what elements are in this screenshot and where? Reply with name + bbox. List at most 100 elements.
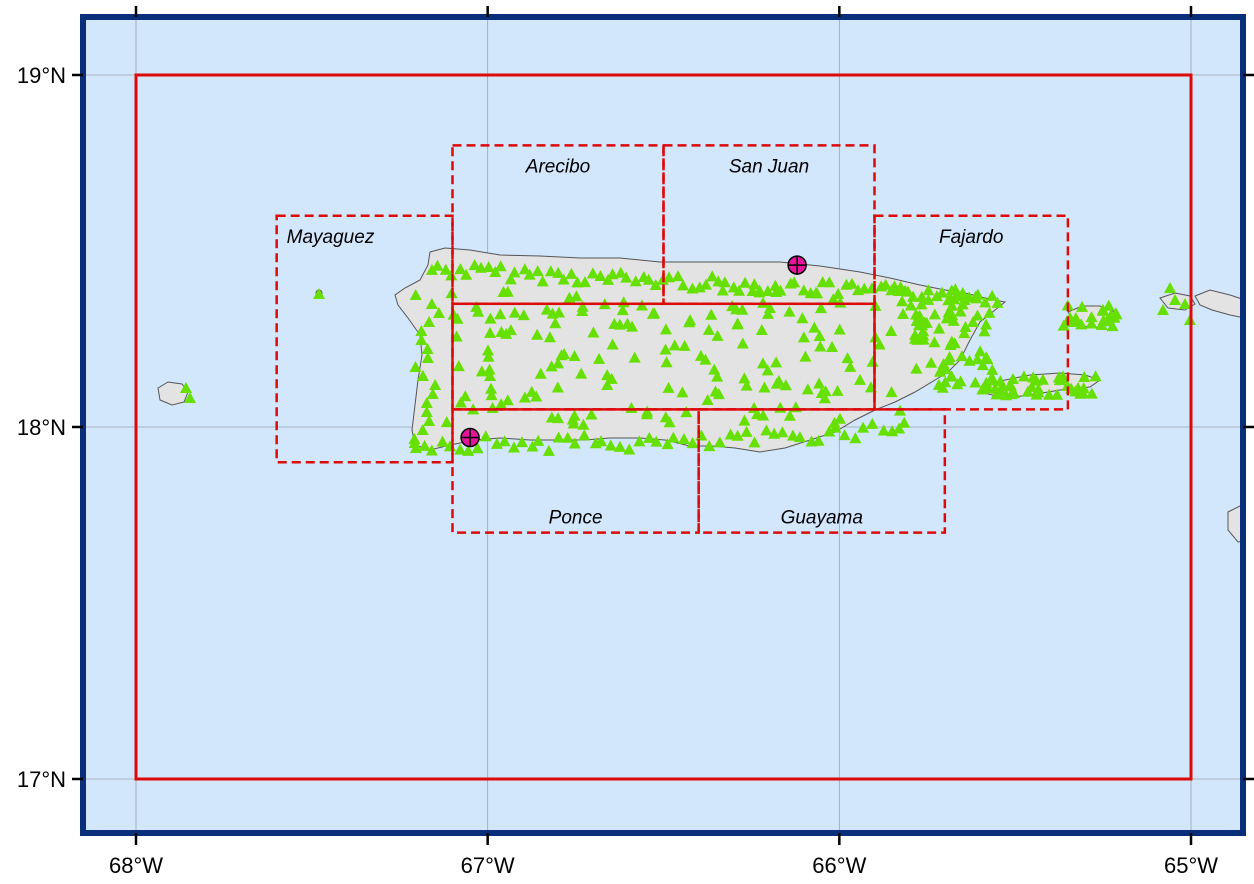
site-triangle — [436, 435, 449, 447]
site-triangle — [885, 324, 898, 336]
site-triangle — [483, 363, 496, 375]
site-triangle — [1179, 298, 1191, 309]
site-triangle — [738, 414, 751, 426]
site-triangle — [974, 345, 987, 357]
site-triangle — [543, 331, 556, 343]
site-triangle — [786, 429, 799, 441]
site-triangle — [703, 440, 716, 452]
site-triangle — [986, 363, 999, 375]
site-triangle — [986, 374, 999, 386]
site-triangle — [776, 426, 789, 438]
site-triangle — [857, 421, 870, 433]
site-triangle — [826, 340, 839, 352]
site-triangle — [534, 367, 547, 379]
site-triangle — [545, 360, 558, 372]
site-triangle — [468, 259, 481, 271]
site-triangle — [910, 362, 923, 374]
site-triangle — [425, 263, 438, 275]
site-triangle — [561, 431, 574, 443]
site-triangle — [545, 411, 558, 423]
site-triangle — [779, 379, 792, 391]
site-triangle — [662, 381, 675, 393]
site-triangle — [508, 441, 521, 453]
lon-tick-label: 67°W — [461, 853, 515, 878]
site-triangle — [440, 416, 453, 428]
site-triangle — [757, 296, 770, 308]
site-triangle — [978, 325, 991, 337]
site-triangle — [420, 406, 433, 417]
site-triangle — [980, 376, 993, 388]
site-triangle — [482, 344, 495, 356]
site-triangle — [531, 265, 544, 277]
site-triangle — [518, 391, 531, 403]
site-triangle — [814, 340, 827, 352]
site-triangle — [933, 322, 946, 334]
site-triangle — [678, 339, 691, 351]
site-triangle — [482, 261, 495, 273]
site-triangle — [945, 370, 958, 382]
site-triangle — [659, 323, 672, 335]
site-triangle — [1096, 303, 1109, 315]
site-triangle — [454, 443, 467, 455]
st-john-island — [1194, 289, 1243, 319]
site-triangle — [585, 408, 598, 420]
region-label: Guayama — [781, 508, 863, 529]
site-triangle — [897, 307, 910, 319]
mona-island — [157, 381, 189, 406]
site-triangle — [416, 370, 429, 381]
site-triangle — [1043, 388, 1056, 400]
site-triangle — [793, 431, 806, 443]
site-triangle — [1078, 370, 1091, 382]
site-triangle — [873, 338, 886, 350]
site-triangle — [686, 437, 699, 449]
site-triangle — [928, 308, 941, 320]
site-triangle — [770, 356, 783, 368]
site-triangle — [948, 293, 961, 305]
site-triangle — [706, 270, 719, 282]
site-triangle — [976, 359, 989, 371]
site-triangle — [892, 285, 905, 297]
site-triangle — [568, 349, 581, 361]
site-triangle — [540, 303, 553, 315]
site-triangle — [898, 416, 911, 428]
site-triangle — [633, 435, 646, 447]
site-triangle — [979, 296, 992, 308]
site-triangle — [813, 377, 826, 389]
site-triangle — [593, 352, 606, 364]
site-triangle — [1157, 304, 1169, 315]
site-triangle — [763, 302, 776, 314]
site-triangle — [811, 287, 824, 299]
site-triangle — [770, 285, 783, 297]
site-triangle — [484, 326, 497, 338]
site-triangle — [731, 429, 744, 441]
region-label: Fajardo — [939, 227, 1003, 248]
site-triangle — [485, 389, 498, 401]
site-triangle — [951, 378, 964, 390]
lon-tick-label: 68°W — [109, 853, 163, 878]
site-triangle — [677, 433, 690, 445]
site-triangle — [504, 324, 517, 336]
site-triangle — [915, 290, 928, 302]
site-triangle — [549, 317, 562, 329]
site-triangle — [739, 276, 752, 288]
site-triangle — [783, 409, 796, 421]
site-triangle — [772, 374, 785, 386]
site-triangle — [646, 307, 659, 319]
site-triangle — [1021, 385, 1034, 397]
site-triangle — [877, 424, 890, 436]
site-triangle — [797, 331, 810, 343]
site-triangle — [671, 270, 684, 282]
site-triangle — [504, 273, 517, 285]
site-triangle — [586, 267, 599, 279]
site-triangle — [552, 357, 565, 369]
site-triangle — [1106, 320, 1119, 332]
site-triangle — [489, 265, 502, 277]
site-triangle — [650, 435, 663, 447]
map-frame — [80, 14, 1246, 836]
site-triangle — [494, 308, 507, 320]
site-triangle — [568, 437, 581, 449]
site-triangle — [180, 382, 192, 393]
site-triangle — [602, 273, 615, 285]
lat-tick-label: 19°N — [17, 63, 66, 88]
site-triangle — [501, 394, 514, 406]
